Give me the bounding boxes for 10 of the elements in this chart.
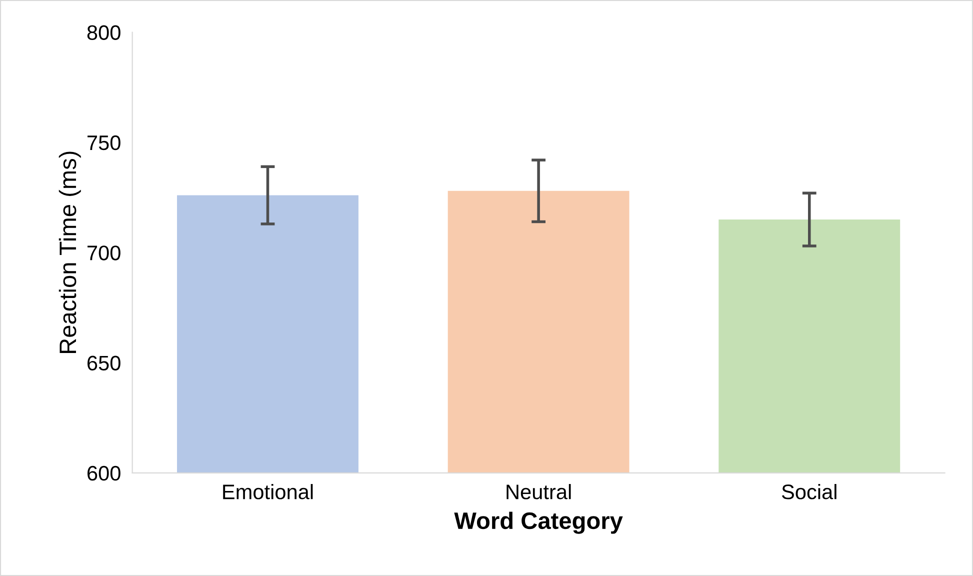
y-tick-label: 700 xyxy=(88,246,120,260)
y-tick-label: 650 xyxy=(88,356,120,370)
x-tick-label: Neutral xyxy=(506,484,571,500)
y-tick-label: 750 xyxy=(88,135,120,150)
y-tick-label: 800 xyxy=(87,25,120,40)
y-tick-label: 600 xyxy=(88,466,120,481)
x-axis-title: Word Category xyxy=(454,512,623,534)
x-tick-label: Emotional xyxy=(223,484,313,500)
y-axis-title: Reaction Time (ms) xyxy=(58,152,81,353)
x-tick-label: Social xyxy=(782,484,836,500)
